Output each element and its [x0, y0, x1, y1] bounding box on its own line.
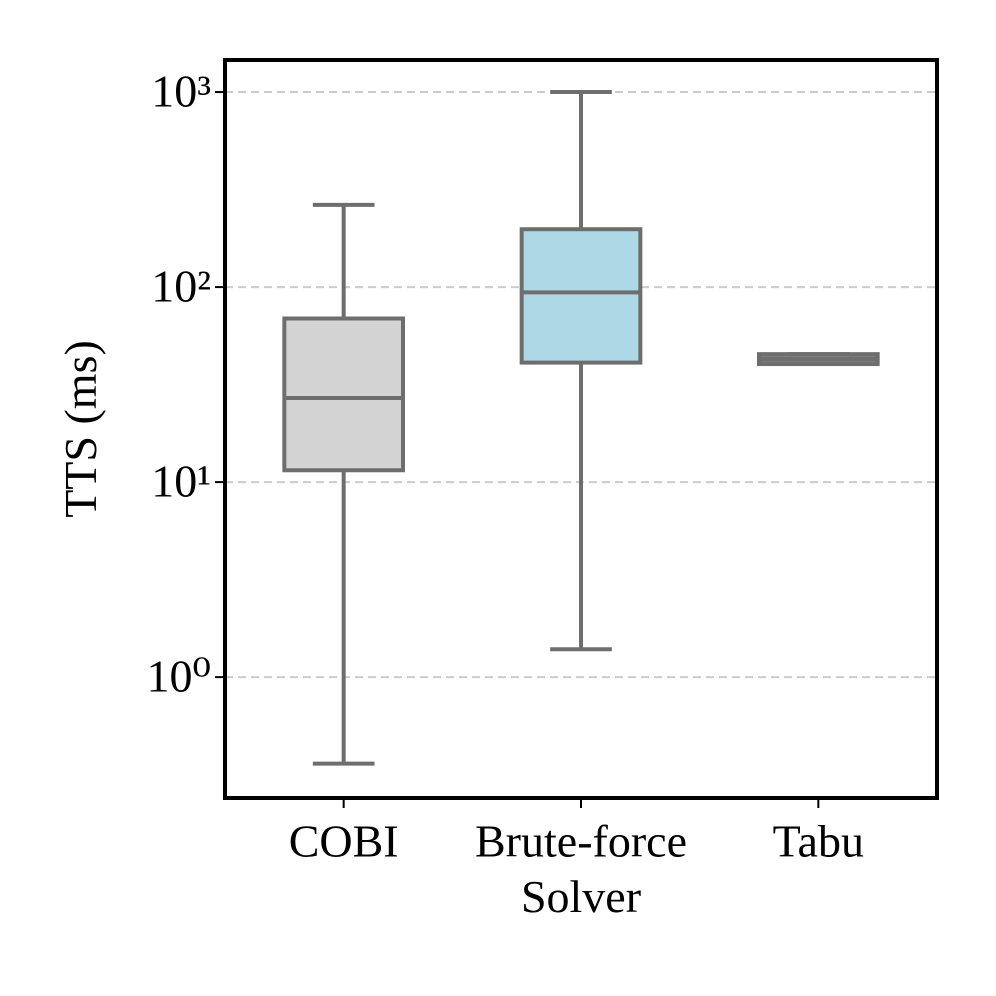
- x-axis-label: Solver: [521, 871, 641, 922]
- plot-frame: [223, 58, 939, 800]
- y-tick-label: 10²: [151, 261, 211, 312]
- y-tick-label: 10¹: [151, 456, 211, 507]
- box: [519, 227, 643, 365]
- y-axis-label: TTS (ms): [55, 340, 106, 518]
- x-tick-label: Tabu: [773, 816, 864, 867]
- y-tick-label: 10⁰: [147, 651, 211, 702]
- y-tick-label: 10³: [151, 66, 211, 117]
- box: [282, 316, 406, 473]
- x-tick-label: Brute-force: [475, 816, 687, 867]
- x-tick-label: COBI: [289, 816, 399, 867]
